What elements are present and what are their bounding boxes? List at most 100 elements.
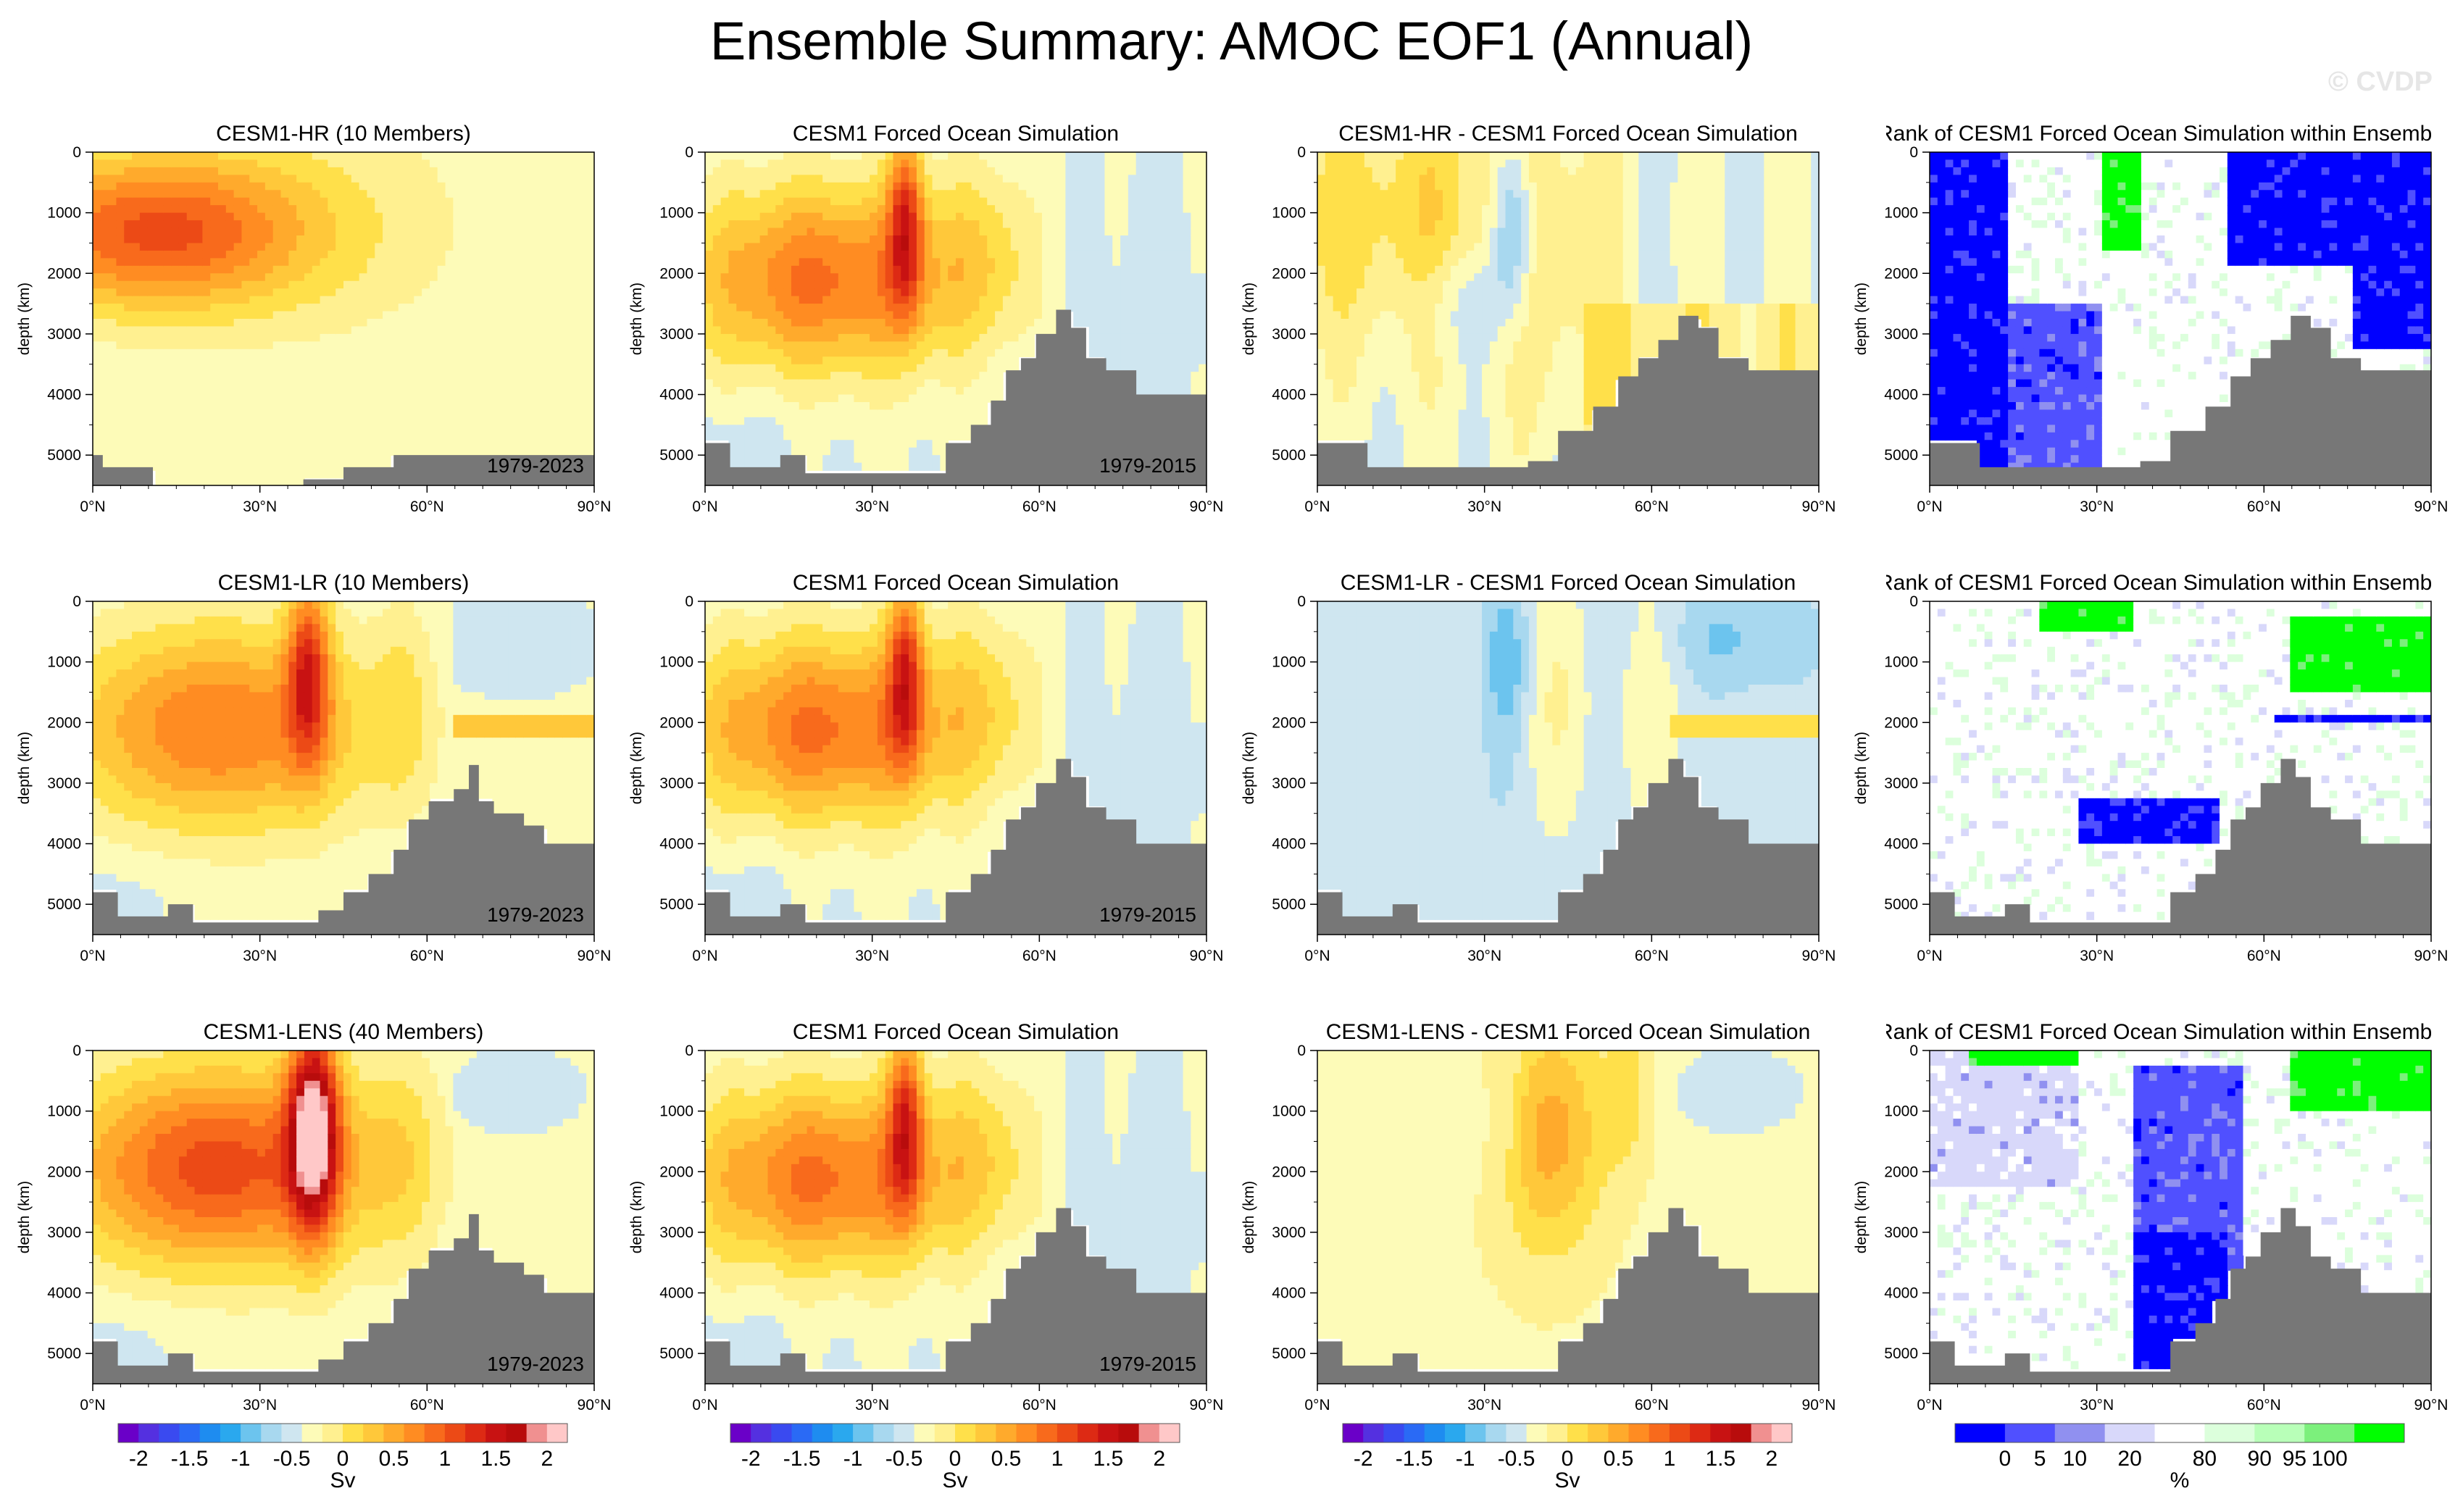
- colorbar-4-swatch: [2004, 1424, 2056, 1442]
- colorbar-4-label: 90: [2248, 1447, 2272, 1471]
- panel-r2c1: [93, 601, 594, 935]
- colorbar-3-swatch: [1465, 1424, 1486, 1442]
- panel-r2c1-ytick: 5000: [47, 896, 81, 913]
- colorbar-1-label: -2: [129, 1447, 149, 1471]
- panel-r2c4-xtick: 90°N: [2414, 948, 2449, 964]
- colorbar-1-label: 0: [337, 1447, 349, 1471]
- panel-r1c1-ytick: 4000: [47, 387, 81, 404]
- panel-r3c1-title: CESM1-LENS (40 Members): [204, 1020, 484, 1044]
- panel-r3c2-ytick: 3000: [659, 1224, 693, 1241]
- panel-r1c2-ytick: 2000: [659, 265, 693, 282]
- colorbar-1-swatch: [159, 1424, 180, 1442]
- panel-r2c2-ytick: 0: [685, 593, 693, 610]
- panel-r3c2-ytick: 1000: [659, 1103, 693, 1120]
- panel-r2c4-xtick: 60°N: [2247, 948, 2281, 964]
- panel-r3c1-xtick: 0°N: [80, 1397, 105, 1413]
- panel-r3c1-ytick: 2000: [47, 1164, 81, 1180]
- panel-r3c2-axes: 0 1000 2000 3000 4000 5000 0°N 30°N 60°N 90°N dept…: [628, 1043, 1223, 1413]
- panel-r1c3-ytick: 1000: [1272, 205, 1306, 222]
- panel-r2c1-xtick: 60°N: [410, 948, 444, 964]
- panel-r3c4-xtick: 30°N: [2080, 1397, 2114, 1413]
- colorbar-1-label: -0.5: [273, 1447, 311, 1471]
- colorbar-2-swatch: [914, 1424, 935, 1442]
- colorbar-3-label: -1.5: [1396, 1447, 1433, 1471]
- panel-r2c3-ytick: 3000: [1272, 775, 1306, 792]
- panel-r1c2: [705, 152, 1207, 485]
- panel-r2c2-ytick: 2000: [659, 714, 693, 731]
- panel-r1c1-xtick: 90°N: [578, 498, 612, 515]
- panel-r1c2-xtick: 90°N: [1190, 498, 1224, 515]
- panel-r3c3-xtick: 60°N: [1635, 1397, 1669, 1413]
- panel-r1c1-xtick: 60°N: [410, 498, 444, 515]
- colorbar-2-label: -1: [843, 1447, 863, 1471]
- panel-r3c3-xtick: 0°N: [1304, 1397, 1330, 1413]
- colorbar-1-swatch: [261, 1424, 282, 1442]
- colorbar-1-swatch: [546, 1424, 568, 1442]
- colorbar-2-label: 0.5: [991, 1447, 1022, 1471]
- panel-r3c3-ytick: 1000: [1272, 1103, 1306, 1120]
- panel-r1c1-title: CESM1-HR (10 Members): [216, 122, 471, 146]
- colorbar-2-label: -1.5: [783, 1447, 821, 1471]
- colorbar-4-swatch: [2304, 1424, 2355, 1442]
- panel-r1c1-ytick: 5000: [47, 447, 81, 464]
- panel-r2c3-ytick: 0: [1297, 593, 1306, 610]
- panel-r1c3: [1317, 152, 1819, 485]
- colorbar-3-swatch: [1424, 1424, 1446, 1442]
- panel-r2c2-ytick: 3000: [659, 775, 693, 792]
- colorbar-3-swatch: [1690, 1424, 1711, 1442]
- panel-r3c4-ytick: 3000: [1884, 1224, 1918, 1241]
- panel-r2c4-ytick: 2000: [1884, 714, 1918, 731]
- panel-r3c1-ytick: 1000: [47, 1103, 81, 1120]
- watermark: © CVDP: [2328, 67, 2433, 98]
- panel-r1c3-xtick: 0°N: [1304, 498, 1330, 515]
- panel-r1c4-axes: 0 1000 2000 3000 4000 5000 0°N 30°N 60°N 90°N dept…: [1853, 144, 2448, 515]
- panel-r2c1-ytick: 1000: [47, 654, 81, 671]
- panel-r1c2-ytick: 3000: [659, 326, 693, 343]
- panel-r2c4-ytick: 1000: [1884, 654, 1918, 671]
- panel-r1c4-ytick: 4000: [1884, 387, 1918, 404]
- panel-r1c2-xtick: 0°N: [692, 498, 717, 515]
- colorbar-2-swatch: [893, 1424, 915, 1442]
- colorbar-1-swatch: [138, 1424, 159, 1442]
- panel-r3c4-ytick: 2000: [1884, 1164, 1918, 1180]
- panel-r1c4-xtick: 90°N: [2414, 498, 2449, 515]
- panel-r1c2-period: 1979-2015: [1099, 454, 1196, 477]
- panel-r1c3-xtick: 60°N: [1635, 498, 1669, 515]
- colorbar-4-label: 0: [1999, 1447, 2012, 1471]
- colorbar-1-label: 1: [439, 1447, 451, 1471]
- colorbar-2-swatch: [1159, 1424, 1180, 1442]
- panel-r2c4: [1930, 601, 2431, 935]
- panel-r1c4-ytick: 3000: [1884, 326, 1918, 343]
- colorbar-1-swatch: [506, 1424, 528, 1442]
- colorbar-3-label: -0.5: [1498, 1447, 1535, 1471]
- colorbar-4-label: 10: [2063, 1447, 2087, 1471]
- colorbar-3-swatch: [1506, 1424, 1528, 1442]
- panel-r1c4-ytick: 1000: [1884, 205, 1918, 222]
- panel-r3c3-ytick: 0: [1297, 1043, 1306, 1059]
- panel-r3c4-ytick: 0: [1909, 1043, 1918, 1059]
- panel-r1c1-xtick: 0°N: [80, 498, 105, 515]
- panel-r1c1-ylabel: depth (km): [16, 283, 33, 355]
- colorbar-2-swatch: [975, 1424, 996, 1442]
- panel-r3c3-ytick: 3000: [1272, 1224, 1306, 1241]
- panel-r1c1-ytick: 0: [72, 144, 81, 161]
- panel-r3c2-ytick: 5000: [659, 1345, 693, 1362]
- panel-r2c1-title: CESM1-LR (10 Members): [218, 571, 470, 595]
- colorbar-3-label: 2: [1765, 1447, 1778, 1471]
- colorbar-2-swatch: [996, 1424, 1017, 1442]
- panel-r2c4-ytick: 3000: [1884, 775, 1918, 792]
- panel-r2c2-period: 1979-2015: [1099, 903, 1196, 926]
- colorbar-3-swatch: [1751, 1424, 1772, 1442]
- panel-r3c1: [93, 1051, 594, 1384]
- colorbar-1-swatch: [179, 1424, 201, 1442]
- colorbar-3-swatch: [1363, 1424, 1384, 1442]
- panel-r2c2-xtick: 60°N: [1022, 948, 1057, 964]
- panel-r2c2-xtick: 0°N: [692, 948, 717, 964]
- panel-r2c2-ylabel: depth (km): [628, 732, 645, 804]
- panel-r2c1-xtick: 90°N: [578, 948, 612, 964]
- colorbar-3-label: 1: [1664, 1447, 1676, 1471]
- colorbar-1-unit: Sv: [330, 1469, 355, 1492]
- colorbar-4-swatch: [2204, 1424, 2255, 1442]
- colorbar-2-unit: Sv: [942, 1469, 967, 1492]
- colorbar-1-label: -1.5: [171, 1447, 209, 1471]
